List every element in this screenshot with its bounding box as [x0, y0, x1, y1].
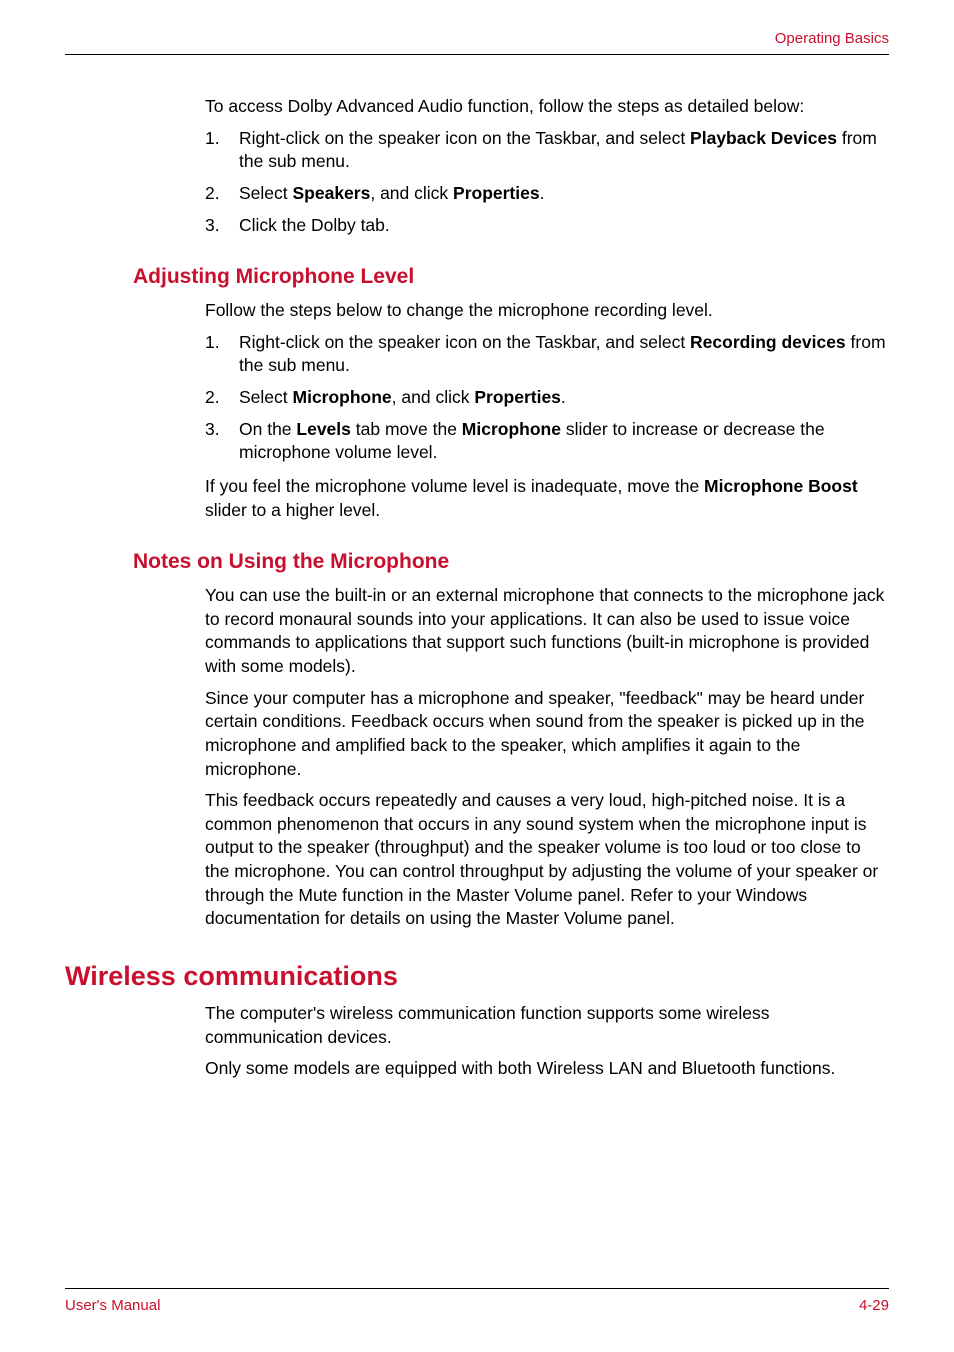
- header-section-label: Operating Basics: [775, 30, 889, 47]
- heading-wireless-communications: Wireless communications: [65, 961, 889, 992]
- list-item: 2. Select Microphone, and click Properti…: [205, 386, 889, 410]
- list-number: 1.: [205, 127, 220, 151]
- footer-page-number: 4-29: [859, 1297, 889, 1314]
- heading-mic-notes: Notes on Using the Microphone: [133, 550, 889, 574]
- list-text: .: [561, 387, 566, 407]
- list-text: , and click: [392, 387, 475, 407]
- mic-level-intro: Follow the steps below to change the mic…: [205, 299, 889, 323]
- wireless-p2: Only some models are equipped with both …: [205, 1057, 889, 1081]
- list-item: 3. Click the Dolby tab.: [205, 214, 889, 238]
- page-header: Operating Basics: [65, 30, 889, 55]
- heading-adjusting-mic-level: Adjusting Microphone Level: [133, 265, 889, 289]
- list-item: 3. On the Levels tab move the Microphone…: [205, 418, 889, 465]
- bold-term: Properties: [453, 183, 540, 203]
- bold-term: Microphone: [293, 387, 392, 407]
- list-text: , and click: [370, 183, 453, 203]
- list-text: Right-click on the speaker icon on the T…: [239, 128, 690, 148]
- mic-level-steps-list: 1. Right-click on the speaker icon on th…: [205, 331, 889, 465]
- intro-paragraph: To access Dolby Advanced Audio function,…: [205, 95, 889, 119]
- bold-term: Microphone Boost: [704, 476, 858, 496]
- list-number: 3.: [205, 214, 220, 238]
- mic-notes-p1: You can use the built-in or an external …: [205, 584, 889, 679]
- mic-notes-p3: This feedback occurs repeatedly and caus…: [205, 789, 889, 931]
- list-number: 2.: [205, 386, 220, 410]
- list-text: On the: [239, 419, 296, 439]
- bold-term: Microphone: [462, 419, 561, 439]
- list-text: Select: [239, 183, 293, 203]
- bold-term: Playback Devices: [690, 128, 837, 148]
- mic-boost-note: If you feel the microphone volume level …: [205, 475, 889, 522]
- bold-term: Levels: [296, 419, 350, 439]
- mic-notes-p2: Since your computer has a microphone and…: [205, 687, 889, 782]
- list-number: 3.: [205, 418, 220, 442]
- bold-term: Speakers: [293, 183, 371, 203]
- list-text: Select: [239, 387, 293, 407]
- list-number: 2.: [205, 182, 220, 206]
- list-text: .: [540, 183, 545, 203]
- list-text: Right-click on the speaker icon on the T…: [239, 332, 690, 352]
- footer-manual-label: User's Manual: [65, 1297, 160, 1314]
- page-content: To access Dolby Advanced Audio function,…: [65, 95, 889, 1081]
- bold-term: Properties: [474, 387, 561, 407]
- list-item: 1. Right-click on the speaker icon on th…: [205, 331, 889, 378]
- wireless-p1: The computer's wireless communication fu…: [205, 1002, 889, 1049]
- paragraph-text: slider to a higher level.: [205, 500, 380, 520]
- list-text: Click the Dolby tab.: [239, 215, 390, 235]
- list-number: 1.: [205, 331, 220, 355]
- paragraph-text: If you feel the microphone volume level …: [205, 476, 704, 496]
- bold-term: Recording devices: [690, 332, 846, 352]
- list-text: tab move the: [351, 419, 462, 439]
- list-item: 2. Select Speakers, and click Properties…: [205, 182, 889, 206]
- list-item: 1. Right-click on the speaker icon on th…: [205, 127, 889, 174]
- page-footer: User's Manual 4-29: [65, 1288, 889, 1314]
- intro-steps-list: 1. Right-click on the speaker icon on th…: [205, 127, 889, 238]
